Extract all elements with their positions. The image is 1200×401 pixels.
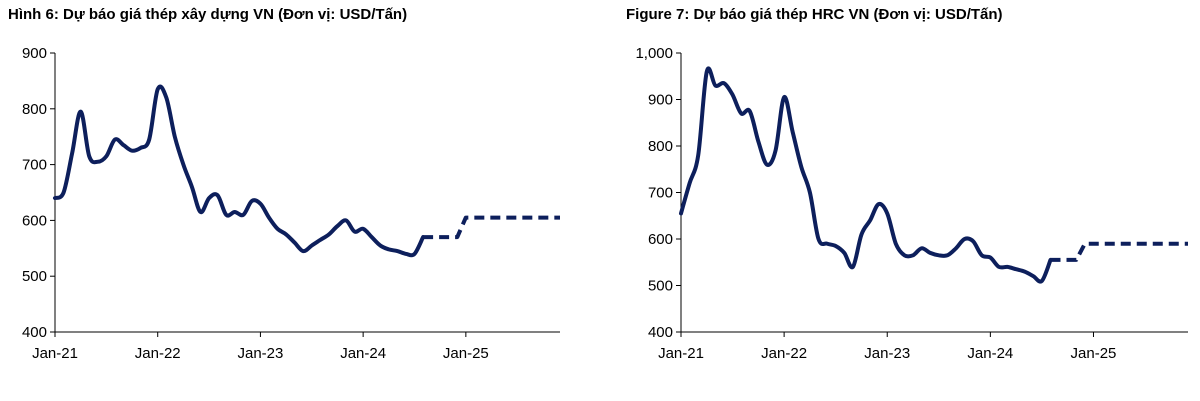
- series-line-forecast: [423, 215, 560, 240]
- series-line-forecast: [1050, 241, 1188, 262]
- chart-svg-right: 400 500 600 700 800 900 1,000 Jan-21 Jan-22 Jan-2…: [635, 45, 1188, 362]
- x-tick-label: Jan-23: [864, 345, 910, 362]
- y-tick-label: 900: [648, 92, 673, 109]
- y-tick-label: 400: [22, 324, 47, 341]
- chart-title: Figure 7: Dự báo giá thép HRC VN (Đơn vị…: [626, 6, 1003, 23]
- y-tick-label: 500: [648, 278, 673, 295]
- x-tick-label: Jan-23: [237, 345, 283, 362]
- chart-panel-right: Figure 7: Dự báo giá thép HRC VN (Đơn vị…: [610, 0, 1200, 401]
- x-tick-label: Jan-25: [1071, 345, 1117, 362]
- y-tick-label: 800: [648, 138, 673, 155]
- y-tick-label: 700: [22, 157, 47, 174]
- y-tick-label: 600: [648, 231, 673, 248]
- y-tick-label: 900: [22, 45, 47, 62]
- x-tick-label: Jan-22: [135, 345, 181, 362]
- y-tick-label: 800: [22, 101, 47, 118]
- y-tick-label: 500: [22, 268, 47, 285]
- series-line-actual: [53, 84, 426, 258]
- x-tick-label: Jan-24: [340, 345, 386, 362]
- y-tick-label: 400: [648, 324, 673, 341]
- x-tick-label: Jan-21: [32, 345, 78, 362]
- chart-title: Hình 6: Dự báo giá thép xây dựng VN (Đơn…: [8, 6, 408, 23]
- chart-svg-left: 400 500 600 700 800 900 Jan-21 Jan-22 Jan-23 Jan-…: [22, 45, 560, 362]
- x-tick-label: Jan-25: [443, 345, 489, 362]
- x-tick-label: Jan-21: [658, 345, 704, 362]
- x-tick-label: Jan-22: [761, 345, 807, 362]
- series-line-actual: [679, 66, 1053, 284]
- y-tick-label: 600: [22, 212, 47, 229]
- y-tick-label: 1,000: [635, 45, 673, 62]
- y-tick-label: 700: [648, 185, 673, 202]
- chart-panel-left: Hình 6: Dự báo giá thép xây dựng VN (Đơn…: [8, 6, 560, 362]
- x-tick-label: Jan-24: [967, 345, 1013, 362]
